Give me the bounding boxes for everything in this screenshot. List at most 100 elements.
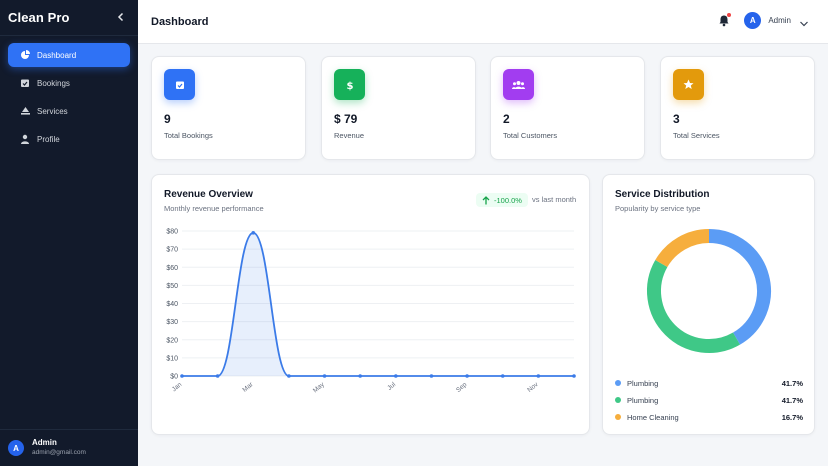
revenue-overview-card: Revenue Overview Monthly revenue perform…: [151, 174, 590, 435]
revenue-data-point: [429, 374, 434, 378]
revenue-data-point: [572, 374, 576, 378]
revenue-data-point: [394, 374, 398, 378]
legend-color: [615, 397, 621, 403]
sidebar: Clean Pro Dashboard Bookings Services: [0, 0, 138, 466]
user-name: Admin: [32, 438, 57, 447]
revenue-data-point: [180, 374, 184, 378]
y-tick-label: $70: [166, 247, 178, 254]
revenue-line-chart: $0 $10 $20 $30 $40 $50 $60 $70 $80 Jan Mar May Jul Se…: [166, 229, 576, 395]
stat-value: 9: [164, 112, 171, 126]
sidebar-item-label: Services: [37, 106, 68, 116]
sidebar-item-profile[interactable]: Profile: [8, 127, 130, 151]
revenue-area-fill: [182, 232, 574, 376]
legend-label: Plumbing: [627, 395, 659, 405]
x-tick-label: Mar: [241, 381, 255, 394]
legend-item: Plumbing 41.7%: [615, 377, 803, 389]
y-tick-label: $10: [166, 355, 178, 362]
user-info: Admin admin@gmail.com: [32, 438, 86, 458]
avatar[interactable]: A: [744, 12, 762, 29]
legend-color: [615, 380, 621, 386]
x-tick-label: Jul: [386, 381, 397, 392]
donut-slice: [708, 229, 771, 345]
revenue-data-point: [251, 231, 256, 235]
sidebar-item-label: Bookings: [37, 78, 70, 88]
legend-color: [615, 414, 621, 420]
brand-bar: Clean Pro: [0, 0, 138, 36]
user-email: admin@gmail.com: [32, 449, 86, 456]
legend-value: 41.7%: [781, 395, 803, 405]
cleaning-icon: [18, 104, 32, 118]
header-user-name[interactable]: Admin: [768, 16, 791, 25]
revenue-data-point: [465, 374, 469, 378]
trend-value: -100.0%: [494, 195, 522, 205]
y-tick-label: $50: [166, 283, 178, 290]
stat-card-customers: 2 Total Customers: [490, 56, 645, 160]
x-tick-label: May: [312, 381, 326, 395]
chevron-down-icon[interactable]: [799, 16, 809, 26]
top-header: Dashboard A Admin: [138, 0, 828, 44]
stat-card-services: 3 Total Services: [660, 56, 815, 160]
sidebar-item-dashboard[interactable]: Dashboard: [8, 43, 130, 67]
sidebar-item-bookings[interactable]: Bookings: [8, 71, 130, 95]
revenue-data-point: [358, 374, 362, 378]
revenue-data-point: [500, 374, 505, 378]
notification-bell-icon[interactable]: [718, 12, 732, 28]
calendar-check-icon: [18, 76, 32, 90]
revenue-title: Revenue Overview: [164, 189, 253, 200]
y-tick-label: $80: [166, 229, 178, 236]
collapse-sidebar-icon[interactable]: [116, 10, 126, 25]
dollar-icon: $: [334, 69, 365, 100]
donut-slice: [655, 229, 710, 268]
stat-label: Total Services: [673, 131, 720, 140]
y-tick-label: $30: [166, 319, 178, 326]
services-title: Service Distribution: [615, 189, 710, 200]
sidebar-item-label: Profile: [37, 134, 60, 144]
stat-value: 3: [673, 112, 680, 126]
sidebar-nav: Dashboard Bookings Services Profile: [0, 36, 138, 151]
header-actions: A Admin: [718, 12, 809, 29]
pie-chart-icon: [18, 48, 32, 62]
sidebar-user[interactable]: A Admin admin@gmail.com: [0, 429, 138, 466]
users-icon: [503, 69, 534, 100]
donut-slice: [647, 260, 741, 353]
x-tick-label: Nov: [526, 381, 540, 394]
avatar: A: [8, 440, 24, 456]
sidebar-item-label: Dashboard: [37, 50, 77, 60]
page-title: Dashboard: [151, 15, 209, 28]
stat-label: Total Bookings: [164, 131, 213, 140]
star-icon: [673, 69, 704, 100]
stat-label: Total Customers: [503, 131, 558, 140]
stat-value: 2: [503, 112, 510, 126]
trend-badge: -100.0%: [476, 193, 528, 207]
y-tick-label: $40: [166, 301, 178, 308]
calendar-icon: [164, 69, 195, 100]
legend-item: Home Cleaning 16.7%: [615, 411, 803, 423]
stat-label: Revenue: [334, 131, 365, 140]
service-distribution-card: Service Distribution Popularity by servi…: [602, 174, 815, 435]
stat-value: $ 79: [334, 112, 358, 126]
revenue-subtitle: Monthly revenue performance: [164, 204, 264, 213]
revenue-data-point: [322, 374, 327, 378]
legend-label: Home Cleaning: [627, 412, 679, 422]
stat-card-bookings: 9 Total Bookings: [151, 56, 306, 160]
arrow-up-icon: [482, 195, 490, 204]
sidebar-item-services[interactable]: Services: [8, 99, 130, 123]
y-tick-label: $60: [166, 265, 178, 272]
service-donut-chart: [647, 229, 771, 353]
stat-card-revenue: $ $ 79 Revenue: [321, 56, 476, 160]
notification-dot: [727, 12, 732, 17]
revenue-data-point: [536, 374, 541, 378]
y-tick-label: $20: [166, 337, 178, 344]
revenue-data-point: [215, 374, 220, 378]
x-tick-label: Sep: [455, 381, 469, 394]
user-icon: [18, 132, 32, 146]
revenue-data-point: [287, 374, 291, 378]
y-tick-label: $0: [170, 374, 178, 381]
legend-label: Plumbing: [627, 378, 659, 388]
trend-note: vs last month: [532, 195, 577, 204]
legend-value: 16.7%: [781, 412, 803, 422]
svg-text:$: $: [346, 81, 353, 91]
legend-value: 41.7%: [781, 378, 803, 388]
brand-title: Clean Pro: [8, 10, 70, 25]
services-subtitle: Popularity by service type: [615, 204, 701, 213]
